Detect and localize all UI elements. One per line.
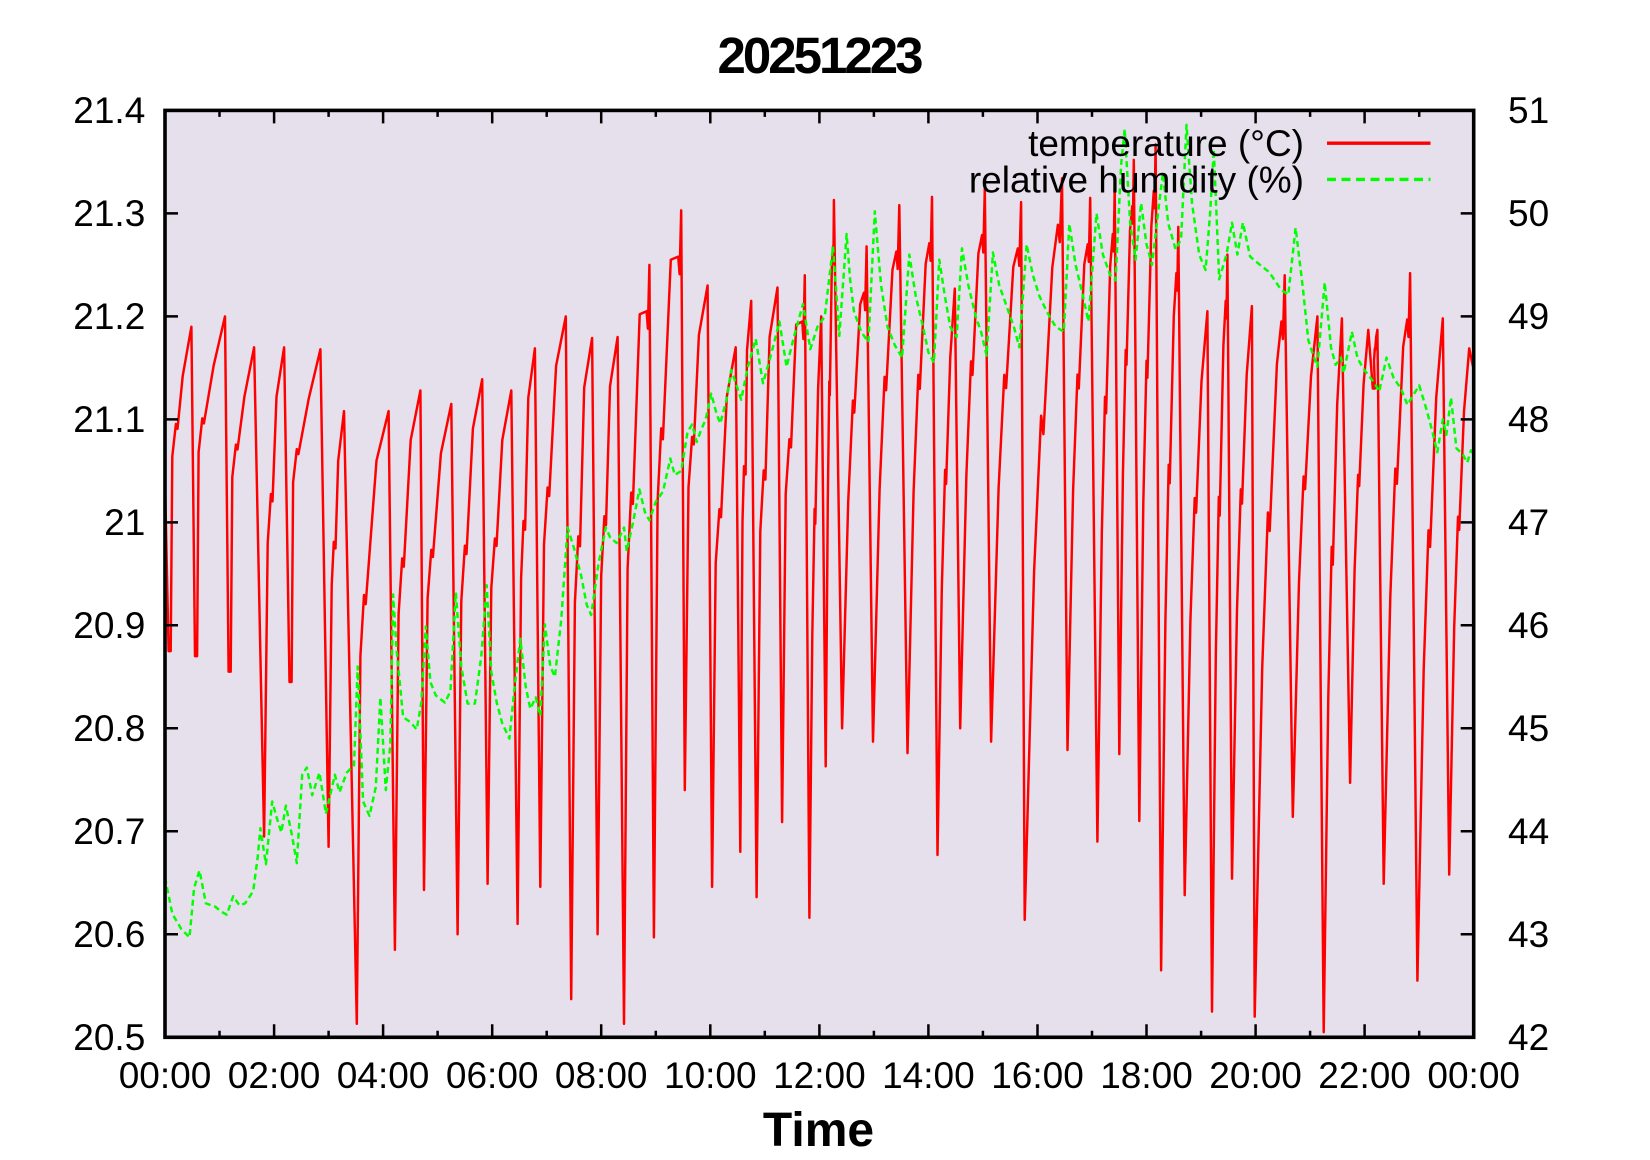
svg-text:18:00: 18:00: [1100, 1055, 1193, 1096]
svg-text:04:00: 04:00: [337, 1055, 430, 1096]
svg-text:12:00: 12:00: [773, 1055, 866, 1096]
svg-text:44: 44: [1508, 811, 1549, 852]
svg-text:46: 46: [1508, 605, 1549, 646]
svg-text:49: 49: [1508, 296, 1549, 337]
svg-text:21.2: 21.2: [73, 296, 145, 337]
svg-text:20.6: 20.6: [73, 914, 145, 955]
svg-text:20:00: 20:00: [1209, 1055, 1302, 1096]
svg-text:20.8: 20.8: [73, 708, 145, 749]
svg-text:02:00: 02:00: [228, 1055, 321, 1096]
svg-text:20251223: 20251223: [718, 27, 923, 84]
svg-text:43: 43: [1508, 914, 1549, 955]
svg-text:47: 47: [1508, 502, 1549, 543]
svg-text:42: 42: [1508, 1017, 1549, 1058]
svg-text:21.3: 21.3: [73, 193, 145, 234]
svg-text:temperature (°C): temperature (°C): [1028, 123, 1304, 164]
svg-text:00:00: 00:00: [1427, 1055, 1520, 1096]
svg-text:06:00: 06:00: [446, 1055, 539, 1096]
svg-text:14:00: 14:00: [882, 1055, 975, 1096]
svg-text:08:00: 08:00: [555, 1055, 648, 1096]
svg-text:21.1: 21.1: [73, 399, 145, 440]
svg-text:relative humidity (%): relative humidity (%): [969, 159, 1304, 200]
svg-text:22:00: 22:00: [1318, 1055, 1411, 1096]
svg-text:00:00: 00:00: [119, 1055, 212, 1096]
svg-text:20.7: 20.7: [73, 811, 145, 852]
svg-text:16:00: 16:00: [991, 1055, 1084, 1096]
svg-text:51: 51: [1508, 90, 1549, 131]
svg-text:48: 48: [1508, 399, 1549, 440]
svg-text:45: 45: [1508, 708, 1549, 749]
svg-text:21.4: 21.4: [73, 90, 145, 131]
svg-text:20.5: 20.5: [73, 1017, 145, 1058]
svg-text:Time: Time: [763, 1104, 874, 1155]
svg-text:50: 50: [1508, 193, 1549, 234]
svg-text:21: 21: [104, 502, 145, 543]
svg-text:20.9: 20.9: [73, 605, 145, 646]
svg-text:10:00: 10:00: [664, 1055, 757, 1096]
